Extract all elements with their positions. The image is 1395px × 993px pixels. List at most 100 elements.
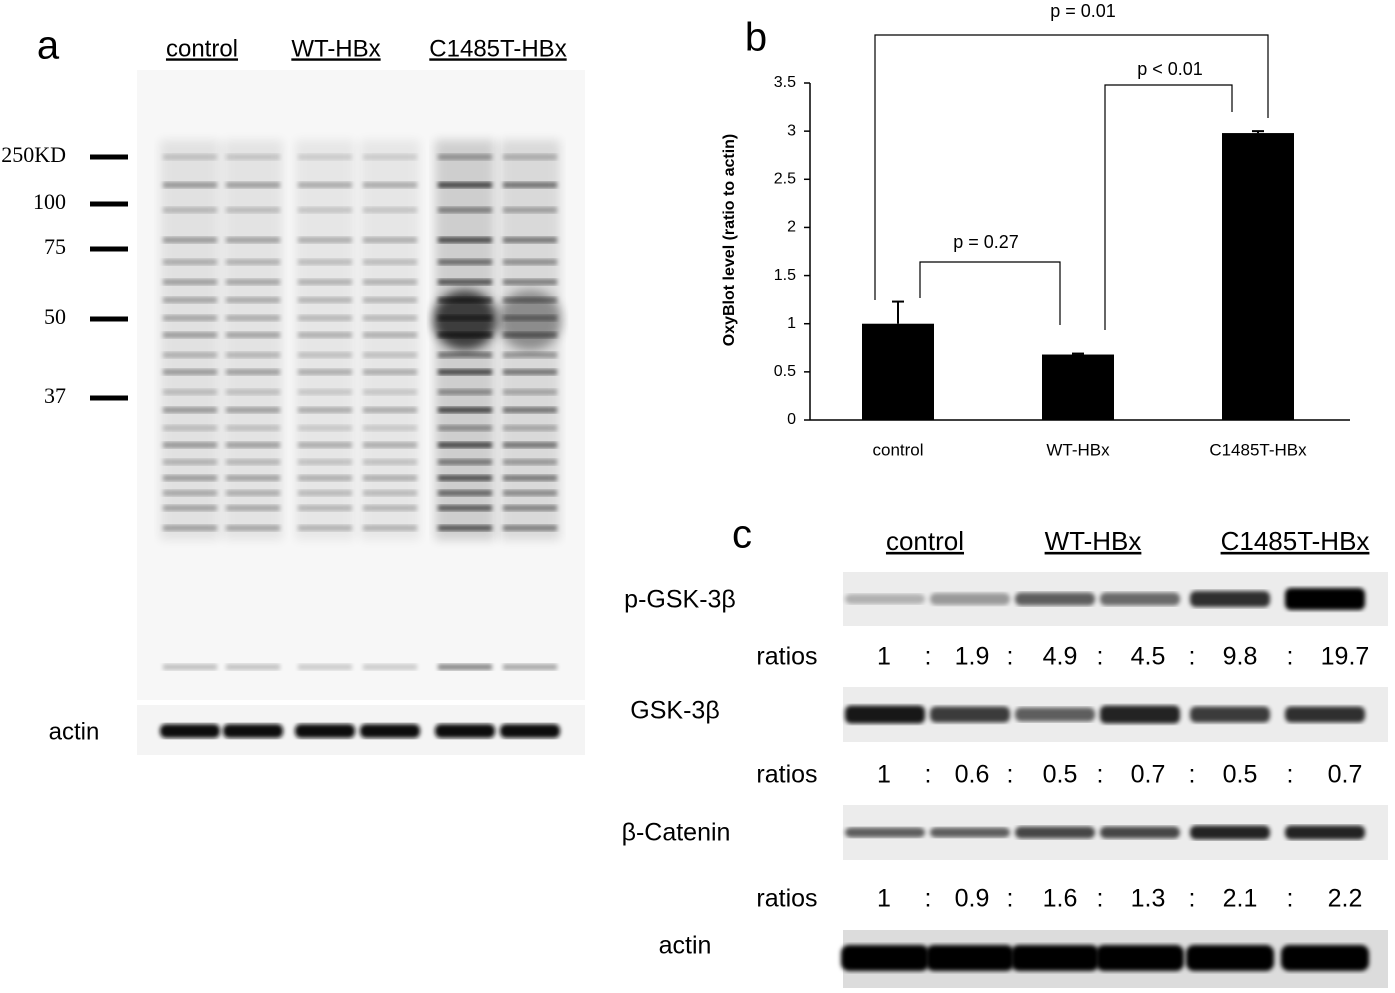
band [298,459,352,465]
band [226,315,280,321]
ratio-separator: : [1097,761,1104,789]
band [226,237,280,243]
blot-band [1100,592,1180,606]
group-label: WT-HBx [1045,526,1142,556]
ratio-separator: : [925,885,932,913]
band [438,237,492,243]
band [438,369,492,375]
band [163,505,217,511]
blot-band [930,706,1010,723]
band [226,490,280,496]
band [163,297,217,303]
actin-band [1011,945,1099,971]
band [226,505,280,511]
bar [862,323,934,420]
y-axis-label: OxyBlot level (ratio to actin) [721,134,738,346]
band [363,315,417,321]
ratio-value: 0.7 [1131,761,1166,789]
band [438,352,492,358]
blot-band [1285,825,1365,840]
band [298,154,352,160]
band [363,425,417,431]
band [226,369,280,375]
band [363,259,417,265]
band [163,525,217,531]
band [438,407,492,413]
ratio-value: 0.5 [1043,761,1078,789]
band [163,369,217,375]
blot-band [1285,706,1365,723]
ratio-separator: : [1007,643,1014,671]
band [363,207,417,213]
band [298,207,352,213]
band [363,237,417,243]
band [438,279,492,285]
bar [1042,354,1114,420]
ratio-value: 1.9 [955,643,990,671]
band [363,297,417,303]
band [298,369,352,375]
lane-smear [160,140,220,540]
band [503,664,557,670]
band [298,332,352,338]
band [226,475,280,481]
lane [295,140,355,670]
blot-band [1100,826,1180,839]
ratio-value: 0.5 [1223,761,1258,789]
ratio-value: 0.7 [1328,761,1363,789]
band [363,525,417,531]
group-label: C1485T-HBx [429,35,566,62]
band [438,207,492,213]
band [363,182,417,188]
band [163,459,217,465]
ratio-value: 1 [877,761,891,789]
band [438,505,492,511]
blot-band [845,594,925,604]
significance-bracket [919,261,1061,325]
band [438,442,492,448]
band [298,664,352,670]
lane [433,140,497,670]
band [503,237,557,243]
band [438,154,492,160]
band [438,182,492,188]
marker-label: 250KD [1,142,66,167]
ratio-separator: : [925,761,932,789]
marker-label: 75 [44,234,66,259]
band [503,207,557,213]
panel-label: b [745,16,767,60]
band [363,475,417,481]
x-tick-label: control [872,440,923,459]
ratio-separator: : [1007,761,1014,789]
ratio-value: 1.6 [1043,885,1078,913]
ratio-value: 4.5 [1131,643,1166,671]
x-tick-label: WT-HBx [1046,440,1110,459]
lane-smear [223,140,283,540]
group-label: control [166,35,238,62]
ratio-separator: : [1097,643,1104,671]
ratio-separator: : [1007,885,1014,913]
ratio-value: 9.8 [1223,643,1258,671]
ratio-value: 0.9 [955,885,990,913]
band [503,279,557,285]
blot-band [1015,592,1095,606]
error-bar [1072,352,1084,355]
row-label: β-Catenin [622,819,731,847]
y-tick-label: 3 [787,122,796,139]
ratios-label: ratios [756,885,817,913]
lane [498,140,562,670]
band [226,182,280,188]
band [433,290,497,350]
blot-band [930,593,1010,605]
band [163,407,217,413]
ratio-separator: : [1287,761,1294,789]
band [226,279,280,285]
band [298,315,352,321]
lane-smear [360,140,420,540]
actin-band [1281,945,1369,971]
lane [223,140,283,670]
lane [360,140,420,670]
band [226,389,280,395]
bar [1222,133,1294,420]
